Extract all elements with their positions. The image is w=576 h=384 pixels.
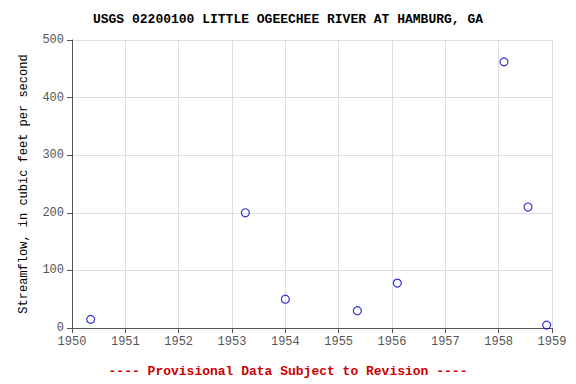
svg-text:USGS 02200100 LITTLE OGEECHEE: USGS 02200100 LITTLE OGEECHEE RIVER AT H… (93, 12, 483, 27)
svg-text:400: 400 (42, 91, 64, 105)
svg-text:1950: 1950 (58, 335, 87, 349)
svg-text:---- Provisional Data Subject: ---- Provisional Data Subject to Revisio… (109, 364, 468, 379)
svg-text:300: 300 (42, 148, 64, 162)
svg-text:1952: 1952 (164, 335, 193, 349)
svg-text:1954: 1954 (271, 335, 300, 349)
svg-text:100: 100 (42, 263, 64, 277)
svg-text:Streamflow, in cubic feet per: Streamflow, in cubic feet per second (17, 54, 31, 313)
svg-text:1955: 1955 (324, 335, 353, 349)
svg-text:1953: 1953 (218, 335, 247, 349)
svg-text:1959: 1959 (538, 335, 567, 349)
svg-text:1958: 1958 (484, 335, 513, 349)
svg-text:1951: 1951 (111, 335, 140, 349)
svg-text:1956: 1956 (378, 335, 407, 349)
svg-text:500: 500 (42, 33, 64, 47)
svg-text:0: 0 (57, 321, 64, 335)
svg-text:200: 200 (42, 206, 64, 220)
svg-text:1957: 1957 (431, 335, 460, 349)
